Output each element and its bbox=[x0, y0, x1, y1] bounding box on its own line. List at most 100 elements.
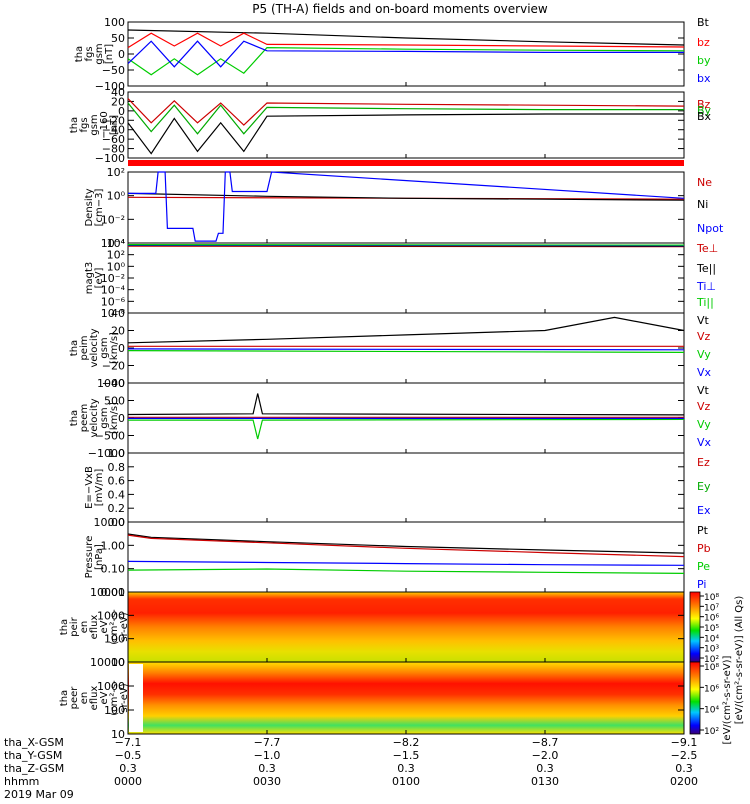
series-line-bz bbox=[127, 32, 685, 49]
x-tick-label: −7.1 bbox=[115, 736, 142, 749]
y-axis-label-line: gsm bbox=[94, 43, 105, 64]
y-axis-label: thapeirenefluxeV(cm²-s-sr-eV) bbox=[59, 609, 130, 645]
legend-entry: Pt bbox=[697, 524, 709, 537]
colorbar-tick-label: 10⁸ bbox=[704, 593, 719, 603]
y-axis-label-line: tha bbox=[69, 340, 80, 356]
red-strip bbox=[128, 160, 684, 166]
date-label: 2019 Mar 09 bbox=[4, 788, 74, 800]
colorbar-label-electrons: [eV/(cm²-s-sr-eV)] bbox=[722, 655, 733, 744]
series-line-by bbox=[127, 46, 685, 76]
panel-1: 100 50 0 −50 −100 thafgsgsm[nT] bbox=[74, 16, 685, 93]
panel-frame bbox=[127, 312, 685, 384]
series-line-Pi bbox=[127, 560, 685, 566]
y-axis-label-line: sr-eV) bbox=[119, 683, 130, 712]
y-tick-label: 10⁻⁴ bbox=[101, 284, 126, 297]
y-tick-label: 40 bbox=[111, 86, 125, 99]
panel-5: 40 20 0 −20 −40 thapeimvelocitygsm[km/s] bbox=[69, 307, 685, 390]
x-tick-label: −0.5 bbox=[115, 749, 142, 762]
y-axis-label-line: magt3 bbox=[84, 262, 95, 295]
y-axis-label-line: (cm²-s- bbox=[109, 609, 120, 645]
y-axis-label-line: [cm−3] bbox=[94, 189, 105, 227]
series-line-Pe bbox=[127, 568, 685, 575]
legend-entry: Npot bbox=[697, 222, 724, 235]
y-axis-label-line: E=−VxB bbox=[84, 466, 95, 509]
legend-entry: Bz bbox=[697, 98, 711, 111]
y-tick-label: 10⁻⁴ bbox=[101, 237, 126, 250]
series-line-bx bbox=[127, 40, 684, 68]
y-axis-label: Density[cm−3] bbox=[84, 188, 105, 226]
x-tick-label: 0200 bbox=[670, 775, 698, 788]
heatmap-image bbox=[128, 592, 684, 662]
y-axis-label-line: peem bbox=[79, 404, 90, 432]
y-axis-label-line: fgs bbox=[79, 117, 90, 132]
y-tick-label: −50 bbox=[102, 64, 125, 77]
legend-entry: Pi bbox=[697, 578, 706, 591]
y-tick-label: −1000 bbox=[88, 447, 125, 460]
legend-entry: Ti⊥ bbox=[696, 280, 716, 293]
x-tick-label: 0.3 bbox=[675, 762, 693, 775]
legend-entry: Vt bbox=[697, 384, 710, 397]
y-axis-label-line: tha bbox=[69, 117, 80, 133]
legend-entry: Bx bbox=[697, 110, 712, 123]
colorbar-tick-label: 10² bbox=[704, 727, 719, 737]
legend-entry: Bt bbox=[697, 16, 710, 29]
y-axis-label: magt3[eV] bbox=[84, 262, 105, 295]
y-tick-label: 10.00 bbox=[94, 516, 126, 529]
y-tick-label: 100 bbox=[104, 16, 125, 29]
x-row-label: tha_Y-GSM bbox=[4, 749, 62, 762]
colorbar-tick-label: 10⁸ bbox=[704, 663, 719, 673]
y-tick-label: 10⁻⁶ bbox=[101, 295, 126, 308]
y-tick-label: 100 bbox=[104, 704, 125, 717]
legend-entry: Ti|| bbox=[696, 296, 714, 309]
y-axis-label-line: gsm bbox=[89, 114, 100, 135]
x-tick-label: −9.1 bbox=[671, 736, 698, 749]
panel-10: 10000 1000 100 10 thapeerenefluxeV(cm²-s-sr-… bbox=[59, 656, 685, 741]
y-axis-label: thapeimvelocitygsm[km/s] bbox=[69, 328, 120, 367]
y-tick-label: 10² bbox=[107, 166, 125, 179]
heatmap-gap bbox=[129, 664, 143, 732]
y-tick-label: 1000 bbox=[97, 680, 125, 693]
y-tick-label: −100 bbox=[95, 80, 125, 93]
series-line-Vt bbox=[127, 316, 685, 344]
panel-frame bbox=[127, 242, 685, 314]
panel-frame bbox=[127, 91, 685, 159]
panel-3: 10² 10⁰ 10⁻² 10⁻⁴ Density[cm−3] bbox=[84, 166, 685, 250]
panel-7: 1.00.80.60.40.20.0E=−VxB[mV/m] bbox=[84, 447, 685, 529]
y-tick-label: 10² bbox=[107, 249, 125, 262]
legend-entry: Vt bbox=[697, 314, 710, 327]
y-axis-label-line: [km/s] bbox=[109, 332, 120, 364]
colorbar-ticks: 10⁸10⁷10⁶10⁵10⁴10³10²10⁸10⁶10⁴10²[eV/(cm… bbox=[700, 593, 745, 744]
colorbar-tick-label: 10⁴ bbox=[704, 706, 719, 716]
series-line-Vx bbox=[127, 348, 685, 351]
series-line-Npot bbox=[128, 171, 685, 242]
panel-8: 10.00 1.00 0.10 0.01 Pressure[nPa] bbox=[84, 516, 685, 599]
legend-entry: Ne bbox=[697, 176, 712, 189]
x-tick-label: −2.0 bbox=[532, 749, 559, 762]
series-line-Bx bbox=[127, 113, 684, 155]
y-tick-label: −500 bbox=[95, 430, 125, 443]
series-line-Bz bbox=[127, 98, 685, 126]
y-axis-label-line: [nT] bbox=[104, 44, 115, 64]
y-tick-label: 50 bbox=[111, 32, 125, 45]
x-tick-label: 0000 bbox=[114, 775, 142, 788]
y-axis-label-line: [mV/m] bbox=[94, 469, 105, 507]
x-tick-label: −2.5 bbox=[671, 749, 698, 762]
y-tick-label: 1.00 bbox=[101, 539, 126, 552]
legend-entry: Vy bbox=[697, 348, 711, 361]
colorbar-tick-label: 10⁷ bbox=[704, 603, 719, 613]
x-tick-label: −1.5 bbox=[393, 749, 420, 762]
y-tick-label: 10 bbox=[111, 656, 125, 669]
y-tick-label: 500 bbox=[104, 395, 125, 408]
y-tick-label: 10⁰ bbox=[107, 190, 126, 203]
legend-entry: Te⊥ bbox=[696, 242, 718, 255]
series-line-Vt bbox=[127, 393, 685, 416]
y-tick-label: 40 bbox=[111, 307, 125, 320]
y-axis-label-line: en bbox=[79, 621, 90, 634]
y-axis-label: Pressure[nPa] bbox=[84, 536, 105, 579]
y-axis-label-line: Density bbox=[84, 188, 95, 226]
y-axis-label-line: velocity bbox=[89, 398, 100, 437]
y-tick-label: −60 bbox=[102, 133, 125, 146]
figure-title: P5 (TH-A) fields and on-board moments ov… bbox=[252, 2, 548, 16]
